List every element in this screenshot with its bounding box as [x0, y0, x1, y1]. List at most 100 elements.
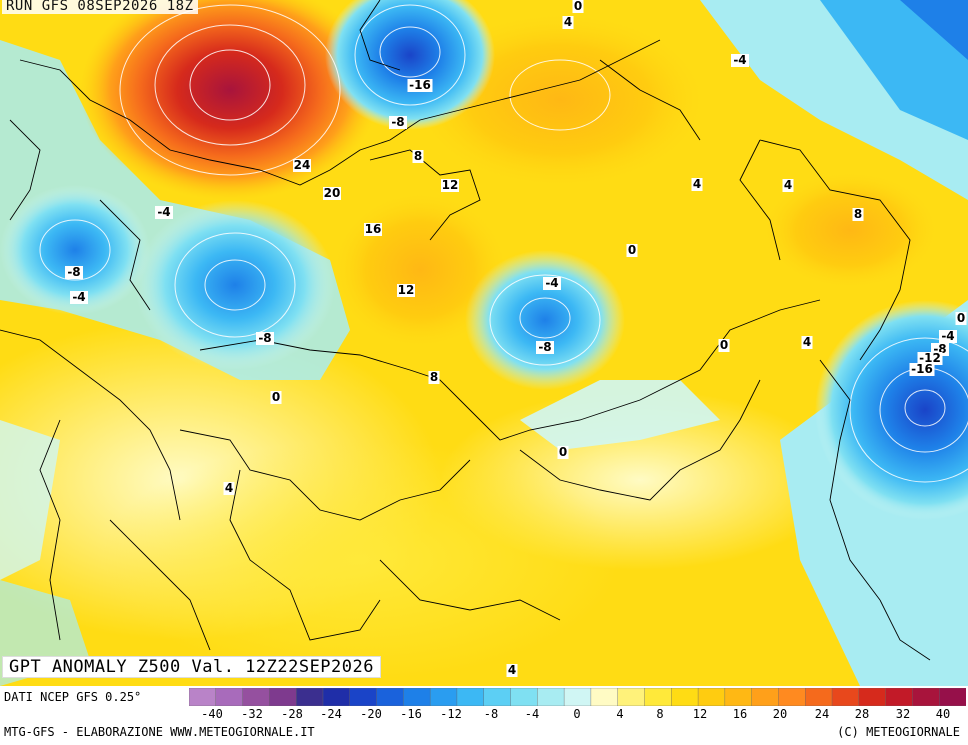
contour-label: 4	[225, 481, 233, 495]
contour-label: 0	[272, 390, 280, 404]
colorbar-tick-label: 12	[692, 707, 708, 721]
negative-anomaly-center	[465, 250, 625, 390]
contour-label: 24	[294, 158, 311, 172]
cool-patch-center	[520, 380, 720, 450]
contour-label: 4	[784, 178, 792, 192]
colorbar-swatch	[751, 688, 780, 706]
colorbar-tick-label: 4	[616, 707, 624, 721]
contour-label: -4	[545, 276, 558, 290]
contour-label-background	[364, 223, 382, 236]
colorbar-tick-label: -24	[320, 707, 342, 721]
negative-anomaly-far-west	[0, 185, 150, 315]
colorbar-tick-label: 32	[895, 707, 911, 721]
contour-label: -4	[941, 329, 954, 343]
contour-label: 12	[398, 283, 415, 297]
contour-label-background	[691, 178, 703, 191]
contour-label-background	[562, 16, 574, 29]
colorbar-swatch	[295, 688, 324, 706]
contour-label-background	[428, 371, 440, 384]
colorbar-tick-label: -4	[524, 707, 540, 721]
contour-label: 8	[430, 370, 438, 384]
contour-lines	[39, 4, 968, 483]
contour-label: 0	[957, 311, 965, 325]
contour-label: -12	[919, 351, 941, 365]
copyright: (C) METEOGIORNALE	[837, 725, 960, 739]
colorbar-tick-label: 28	[854, 707, 870, 721]
colorbar-swatch	[403, 688, 431, 706]
colorbar-swatch	[671, 688, 699, 706]
contour-label: 4	[564, 15, 572, 29]
contour-label-background	[412, 150, 424, 163]
data-source: DATI NCEP GFS 0.25°	[4, 690, 142, 704]
contour-label: -8	[391, 115, 404, 129]
colorbar-swatch	[617, 688, 646, 706]
colorbar-swatch	[269, 688, 297, 706]
colorbar-swatch	[831, 688, 860, 706]
colorbar-swatch	[697, 688, 726, 706]
contour-label: -8	[258, 331, 271, 345]
contour-label-background	[65, 266, 83, 279]
contour-label-background	[909, 363, 935, 376]
colorbar-swatch	[644, 688, 672, 706]
colorbar-tick-label: 16	[732, 707, 748, 721]
cool-patch-southwest	[0, 420, 60, 580]
cool-core-northeast-2	[900, 0, 968, 60]
cool-core-northeast	[820, 0, 968, 140]
orange-zone-east	[760, 170, 940, 290]
contour-label: 16	[365, 222, 382, 236]
contour-label: 0	[628, 243, 636, 257]
contour-label-background	[323, 187, 341, 200]
contour-label-background	[536, 341, 554, 354]
colorbar-swatch	[724, 688, 753, 706]
contour-label-background	[223, 482, 235, 495]
contour-label: -4	[72, 290, 85, 304]
colorbar-tick-label: -8	[483, 707, 499, 721]
contour-label: -16	[409, 78, 431, 92]
colorbar-swatch	[939, 688, 966, 706]
contour-label: 8	[854, 207, 862, 221]
colorbar-tick-label: 40	[935, 707, 951, 721]
contour-label-background	[939, 330, 957, 343]
colorbar-swatch	[322, 688, 351, 706]
contour-label-background	[801, 336, 813, 349]
colorbar-swatch	[805, 688, 833, 706]
product-title: GPT ANOMALY Z500 Val. 12Z22SEP2026	[2, 656, 381, 678]
contour-label-background	[441, 179, 459, 192]
colorbar-swatch	[912, 688, 940, 706]
contour-label: 4	[508, 663, 516, 677]
colorbar-swatch	[483, 688, 512, 706]
contour-label: 0	[559, 445, 567, 459]
colorbar	[189, 688, 966, 706]
contour-label-background	[506, 664, 518, 677]
contour-label: 4	[803, 335, 811, 349]
contour-label-background	[852, 208, 864, 221]
contour-label-background	[389, 116, 407, 129]
colorbar-swatch	[778, 688, 806, 706]
negative-anomaly-west	[135, 200, 335, 370]
colorbar-tick-label: -20	[360, 707, 382, 721]
colorbar-swatch	[858, 688, 887, 706]
yellow-zone-south	[100, 440, 620, 680]
contour-label: -8	[67, 265, 80, 279]
colorbar-swatch	[510, 688, 539, 706]
contour-label-background	[718, 339, 730, 352]
colorbar-tick-label: 0	[573, 707, 581, 721]
contour-label-background	[782, 179, 794, 192]
contour-label: 0	[720, 338, 728, 352]
contour-label: 4	[693, 177, 701, 191]
colorbar-swatch	[349, 688, 378, 706]
contour-label-background	[955, 312, 967, 325]
colorbar-tick-label: 20	[772, 707, 788, 721]
contour-label-background	[70, 291, 88, 304]
colorbar-swatch	[590, 688, 619, 706]
contour-label-background	[572, 0, 584, 13]
colorbar-tick-label: -16	[400, 707, 422, 721]
contour-label: 0	[574, 0, 582, 13]
colorbar-swatch	[189, 688, 217, 706]
colorbar-tick-label: -32	[241, 707, 263, 721]
colorbar-tick-label: -40	[201, 707, 223, 721]
colorbar-tick-label: -28	[281, 707, 303, 721]
colorbar-tick-label: 24	[814, 707, 830, 721]
